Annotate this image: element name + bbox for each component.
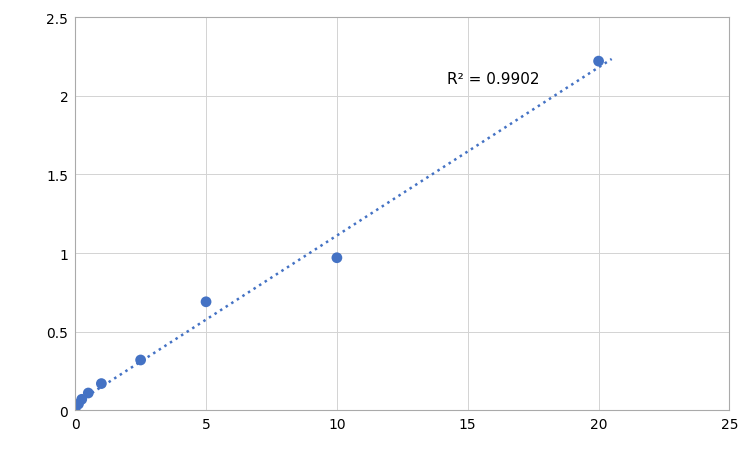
Point (593, 58, 605, 65)
Point (76, 396, 88, 403)
Point (72, 400, 84, 408)
Text: R² = 0.9902: R² = 0.9902 (447, 72, 539, 87)
Point (82, 390, 94, 397)
Point (69, 407, 81, 414)
Point (331, 254, 343, 262)
Point (135, 357, 147, 364)
Point (200, 299, 212, 306)
Point (96, 380, 108, 387)
